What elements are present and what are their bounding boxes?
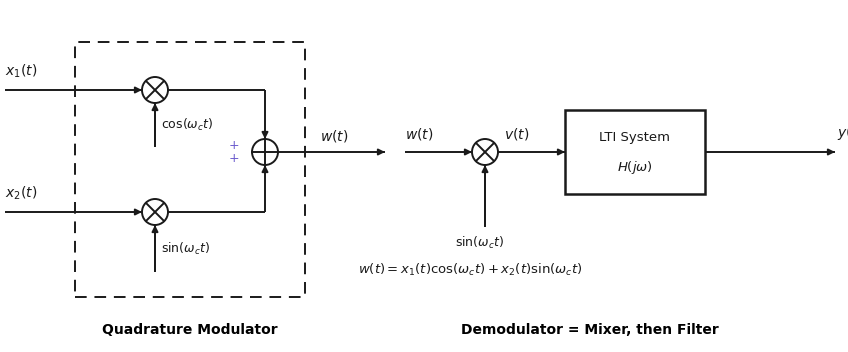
Text: $w(t)$: $w(t)$ (320, 128, 349, 144)
Bar (565, 110, 705, 194)
Circle shape (472, 139, 498, 165)
Circle shape (252, 139, 278, 165)
Circle shape (142, 199, 168, 225)
Bar (75, 42, 305, 297)
Text: Quadrature Modulator: Quadrature Modulator (103, 323, 278, 337)
Text: $\sin(\omega_c t)$: $\sin(\omega_c t)$ (455, 235, 505, 251)
Text: $v(t)$: $v(t)$ (504, 126, 529, 142)
Text: $x_1(t)$: $x_1(t)$ (5, 63, 37, 80)
Text: $+$: $+$ (228, 139, 239, 152)
Text: $w(t)$: $w(t)$ (405, 126, 433, 142)
Text: Demodulator = Mixer, then Filter: Demodulator = Mixer, then Filter (461, 323, 719, 337)
Text: $w(t) = x_1(t)\cos(\omega_c t) + x_2(t)\sin(\omega_c t)$: $w(t) = x_1(t)\cos(\omega_c t) + x_2(t)\… (358, 262, 583, 278)
Text: $y(t)$: $y(t)$ (837, 124, 848, 142)
Circle shape (142, 77, 168, 103)
Text: $\cos(\omega_c t)$: $\cos(\omega_c t)$ (161, 117, 213, 133)
Text: $\sin(\omega_c t)$: $\sin(\omega_c t)$ (161, 240, 210, 257)
Text: $H(j\omega)$: $H(j\omega)$ (617, 159, 653, 176)
Text: $+$: $+$ (228, 152, 239, 165)
Text: $x_2(t)$: $x_2(t)$ (5, 184, 37, 202)
Text: LTI System: LTI System (600, 132, 671, 145)
